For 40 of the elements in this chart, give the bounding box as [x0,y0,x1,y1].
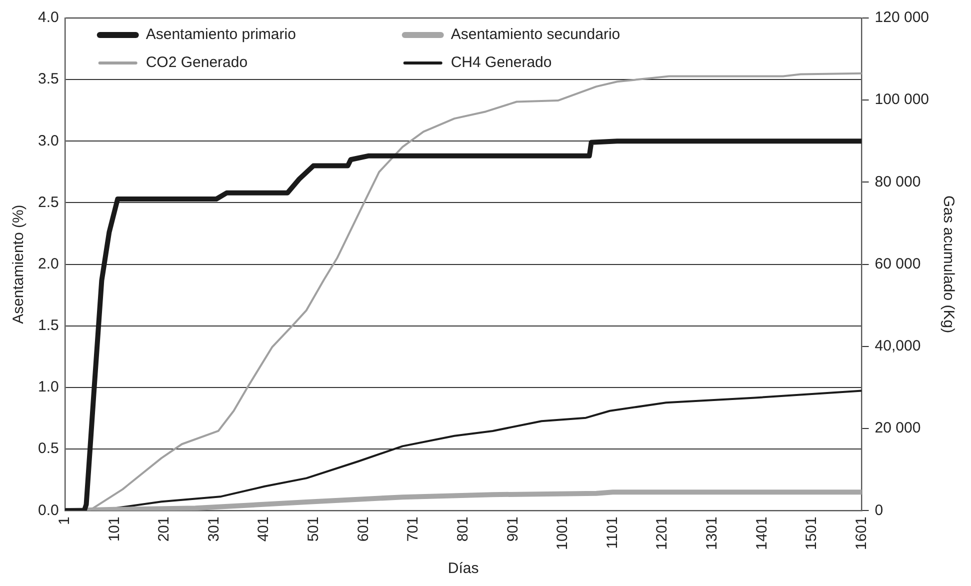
x-tick-label: 1401 [753,516,770,550]
y2-tick-label: 120 000 [874,9,930,26]
x-tick-label: 1001 [554,516,572,550]
y-tick-label: 0.0 [38,502,59,519]
y2-tick-label: 0 [874,502,884,519]
y-tick-label: 1.0 [38,378,59,396]
x-axis-title: Días [448,560,479,578]
y2-tick-label: 80 000 [874,173,921,190]
y-tick-label: 2.0 [38,255,59,272]
x-tick-label: 901 [504,516,522,542]
x-tick-label: 1101 [604,516,621,549]
y-tick-label: 4.0 [38,9,59,26]
x-tick-label: 1201 [654,516,671,550]
x-tick-label: 201 [156,516,173,542]
x-tick-label: 601 [354,516,372,542]
x-tick-label: 1301 [703,516,720,550]
x-tick-label: 701 [404,516,422,542]
y2-tick-label: 100 000 [874,91,930,108]
x-tick-label: 501 [305,516,322,542]
y-tick-label: 3.5 [38,70,59,88]
y2-tick-label: 40,000 [874,338,921,355]
legend-label: CO2 Generado [146,54,248,72]
y-tick-label: 1.5 [38,317,59,334]
legend-label: Asentamiento primario [146,26,296,44]
y2-axis-title: Gas acumulado (Kg) [940,196,957,334]
x-tick-label: 1601 [852,516,870,550]
x-tick-label: 1501 [803,516,820,550]
y2-tick-label: 20 000 [874,420,921,437]
y-axis-title: Asentamiento (%) [10,204,28,324]
x-tick-label: 101 [106,516,123,542]
x-tick-label: 301 [205,516,222,542]
y-tick-label: 3.0 [38,132,59,150]
x-tick-label: 401 [255,516,272,542]
x-tick-label: 1 [56,516,73,525]
x-tick-label: 801 [454,516,472,542]
y-tick-label: 0.5 [38,440,59,458]
y2-tick-label: 60 000 [874,255,921,272]
y-tick-label: 2.5 [38,194,59,211]
legend-label: CH4 Generado [450,54,552,72]
legend-label: Asentamiento secundario [450,26,620,44]
